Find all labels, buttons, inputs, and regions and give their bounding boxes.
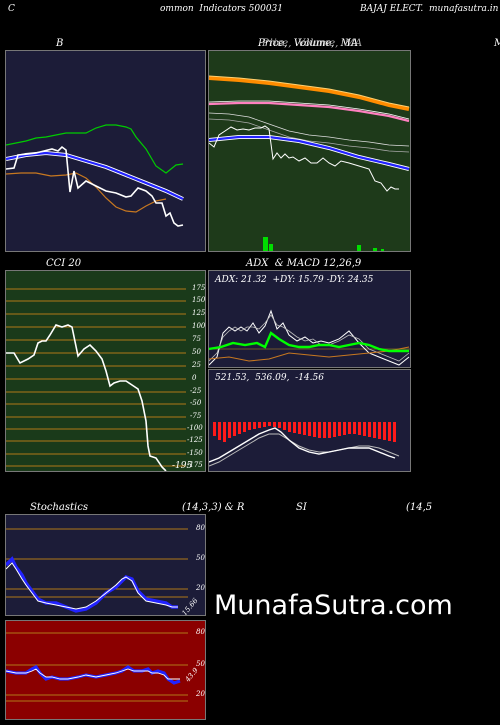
- cci-level-neg125: -125: [187, 436, 203, 444]
- rsi-title: SI: [296, 502, 307, 513]
- stoch-title: Stochastics: [30, 502, 88, 513]
- bollinger-middle-band: [6, 151, 184, 200]
- stoch-title-params: (14,3,3) & R: [182, 502, 245, 513]
- rsi-title-params: (14,5: [406, 502, 433, 513]
- adx-macd-title: ADX & MACD 12,26,9: [246, 258, 362, 269]
- rsi-level-20: 20: [196, 690, 205, 698]
- macd-line: [209, 427, 396, 463]
- cci-chart: [6, 288, 186, 471]
- adx-reading: ADX: 21.32 +DY: 15.79 -DY: 24.35: [215, 275, 374, 285]
- volume-bar-5: [381, 249, 384, 251]
- cci-level-175: 175: [192, 284, 206, 292]
- rsi-panel: 80 50 20 43.9: [5, 620, 206, 720]
- cci-level-neg50: -50: [190, 399, 202, 407]
- bollinger-title: B: [56, 38, 64, 49]
- volume-bar-2: [269, 244, 273, 251]
- macd-histogram: [213, 422, 396, 442]
- price-title: Price, Volume, MA: [258, 38, 359, 49]
- macd-chart: [209, 422, 400, 467]
- stoch-d-line: [6, 556, 178, 613]
- price-close-line: [209, 125, 399, 192]
- cci-level-neg25: -25: [190, 387, 202, 395]
- price-chart: [209, 75, 410, 251]
- bollinger-chart: [6, 124, 184, 227]
- rsi-level-50: 50: [196, 660, 205, 668]
- cci-current-value: -195: [172, 461, 193, 471]
- stoch-k-line: [6, 562, 178, 610]
- cci-line: [6, 324, 167, 471]
- ma-long-orange: [209, 76, 410, 111]
- ma-mid-white-edge: [209, 100, 410, 120]
- macd-reading: 521.53, 536.09, -14.56: [215, 373, 324, 383]
- cci-gridlines: [6, 288, 186, 467]
- cci-level-0: 0: [192, 374, 197, 382]
- bollinger-upper-band: [6, 124, 184, 174]
- header-left: C: [8, 4, 15, 14]
- volume-bar-1: [263, 237, 268, 251]
- ma-short-upper: [209, 112, 410, 147]
- bollinger-middle-band-shadow: [6, 150, 184, 201]
- price-panel: [208, 50, 411, 252]
- cci-level-25: 25: [192, 361, 201, 369]
- right-edge-title: M: [494, 38, 500, 49]
- cci-level-125: 125: [192, 309, 206, 317]
- cci-level-neg75: -75: [190, 412, 202, 420]
- stoch-level-80: 80: [196, 524, 205, 532]
- cci-level-100: 100: [192, 322, 206, 330]
- macd-panel: 521.53, 536.09, -14.56: [208, 369, 411, 472]
- header-right: BAJAJ ELECT. munafasutra.in: [360, 4, 499, 14]
- cci-title: CCI 20: [46, 258, 82, 269]
- cci-panel: 175 150 125 100 75 50 25 0 -25 -50 -75 -…: [5, 270, 206, 472]
- rsi-blue-line: [6, 664, 181, 685]
- ma-long-orange-edge: [209, 75, 410, 108]
- plus-di-line-shadow: [209, 314, 410, 362]
- bollinger-price-line: [6, 145, 184, 227]
- cci-level-neg100: -100: [187, 424, 203, 432]
- rsi-level-80: 80: [196, 628, 205, 636]
- adx-panel: ADX: 21.32 +DY: 15.79 -DY: 24.35: [208, 270, 411, 368]
- price-title-overlay: Price, Volume, MA: [262, 38, 363, 49]
- stoch-level-20: 20: [196, 584, 205, 592]
- ma-blue: [209, 135, 410, 171]
- stoch-level-50: 50: [196, 554, 205, 562]
- stoch-panel: 80 50 20 15.66: [5, 514, 206, 616]
- cci-level-150: 150: [192, 296, 206, 304]
- bollinger-panel: [5, 50, 206, 252]
- bollinger-lower-band: [6, 172, 167, 213]
- volume-bar-4: [373, 248, 377, 251]
- cci-level-50: 50: [192, 348, 201, 356]
- ma-short-lower: [209, 118, 410, 153]
- minus-di-line: [209, 346, 410, 362]
- macd-signal-line: [209, 433, 400, 467]
- cci-level-neg150: -150: [187, 449, 203, 457]
- volume-bar-3: [357, 245, 361, 251]
- cci-level-neg175: -175: [187, 461, 203, 469]
- header-center: ommon Indicators 500031: [160, 4, 283, 14]
- plus-di-line: [209, 309, 410, 366]
- adx-chart: [209, 309, 410, 366]
- rsi-chart: [6, 632, 188, 702]
- ma-blue-shadow: [209, 135, 410, 171]
- ma-mid-pink: [209, 101, 410, 123]
- brand-watermark: MunafaSutra.com: [214, 590, 453, 621]
- adx-line: [209, 331, 409, 353]
- stoch-chart: [6, 528, 188, 613]
- cci-level-75: 75: [192, 335, 201, 343]
- rsi-white-line: [6, 668, 180, 680]
